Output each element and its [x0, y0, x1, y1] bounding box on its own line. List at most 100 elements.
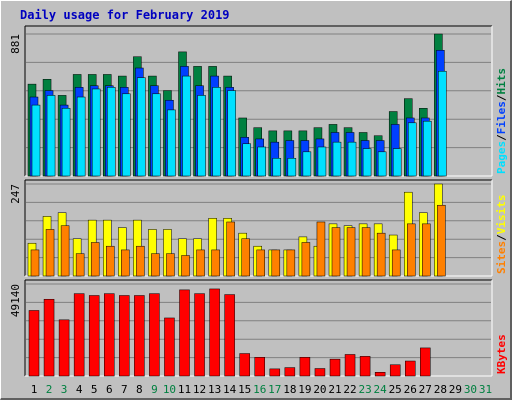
middle-legend-item: /	[495, 234, 508, 241]
middle-bar-sites-day-20	[316, 221, 326, 277]
top-bar-pages-day-26	[408, 122, 417, 177]
bottom-bar-kbytes-day-10	[164, 317, 175, 377]
bottom-bar-kbytes-day-17	[269, 368, 281, 377]
bottom-bar-kbytes-day-6	[104, 293, 115, 377]
day-label: 11	[178, 383, 191, 396]
middle-legend-item: Sites	[495, 241, 508, 274]
day-label: 3	[61, 383, 68, 396]
middle-bar-sites-day-10	[166, 253, 175, 277]
day-label: 5	[91, 383, 98, 396]
bottom-max-label: 49140	[9, 284, 22, 317]
top-bar-pages-day-24	[377, 151, 387, 177]
middle-bar-sites-day-11	[181, 255, 190, 277]
bottom-bar-kbytes-day-23	[359, 356, 371, 377]
bottom-bar-kbytes-day-2	[43, 298, 55, 377]
top-legend-item: Files	[495, 101, 508, 134]
day-label: 31	[479, 383, 492, 396]
bottom-bar-kbytes-day-18	[284, 367, 296, 377]
top-bar-pages-day-16	[257, 146, 266, 177]
bottom-bar-kbytes-day-7	[119, 295, 130, 377]
middle-bar-sites-day-3	[60, 225, 70, 277]
day-label: 24	[374, 383, 388, 396]
middle-bar-sites-day-8	[136, 245, 145, 277]
top-bar-pages-day-22	[347, 141, 357, 177]
top-bar-pages-day-4	[76, 96, 86, 177]
middle-bar-sites-day-9	[151, 253, 160, 277]
bottom-bar-kbytes-day-3	[58, 319, 70, 377]
top-bar-pages-day-2	[46, 95, 56, 177]
middle-bar-sites-day-19	[301, 242, 311, 277]
middle-bar-sites-day-28	[437, 204, 446, 277]
bottom-bar-kbytes-day-21	[329, 358, 341, 377]
top-bar-pages-day-7	[122, 93, 131, 177]
day-label: 1	[31, 383, 38, 396]
middle-bar-sites-day-16	[256, 249, 265, 277]
top-bar-pages-day-21	[332, 141, 342, 177]
top-bar-pages-day-3	[61, 108, 71, 177]
middle-bar-sites-day-13	[211, 249, 220, 277]
day-label: 23	[358, 383, 371, 396]
top-bar-pages-day-19	[302, 151, 312, 177]
top-bar-pages-day-12	[197, 95, 206, 177]
top-legend-item: /	[495, 134, 508, 141]
top-legend-item: /	[495, 94, 508, 101]
top-bar-pages-day-11	[182, 75, 191, 177]
top-bar-pages-day-13	[212, 87, 221, 177]
top-bar-pages-day-28	[438, 70, 447, 177]
middle-bar-sites-day-17	[271, 249, 281, 277]
middle-bar-sites-day-24	[376, 232, 386, 277]
bottom-bar-kbytes-day-9	[149, 293, 160, 377]
middle-bar-sites-day-22	[346, 227, 356, 277]
day-label: 21	[328, 383, 341, 396]
bottom-bar-kbytes-day-20	[314, 368, 326, 377]
bottom-bar-kbytes-day-14	[224, 294, 235, 377]
bottom-bar-kbytes-day-1	[28, 310, 40, 377]
middle-bar-sites-day-6	[106, 245, 115, 277]
bottom-legend: KBytes	[495, 334, 508, 374]
bottom-bar-kbytes-day-12	[194, 293, 205, 377]
bottom-bar-kbytes-day-15	[239, 353, 250, 377]
top-legend-item: Pages	[495, 141, 508, 174]
day-label: 8	[136, 383, 143, 396]
bottom-bar-kbytes-day-22	[344, 354, 356, 377]
top-max-label: 881	[9, 34, 22, 54]
middle-bar-sites-day-21	[331, 227, 341, 277]
day-label: 6	[106, 383, 113, 396]
bottom-bar-kbytes-day-27	[420, 347, 431, 377]
day-label: 12	[193, 383, 206, 396]
middle-bar-sites-day-5	[90, 242, 100, 277]
day-label: 29	[449, 383, 462, 396]
day-label: 15	[238, 383, 251, 396]
middle-bar-sites-day-12	[196, 249, 205, 277]
chart-title: Daily usage for February 2019	[20, 8, 230, 22]
day-label: 19	[298, 383, 311, 396]
top-bar-pages-day-20	[317, 146, 327, 177]
bottom-bar-kbytes-day-11	[179, 289, 190, 377]
bottom-bar-kbytes-day-5	[88, 295, 100, 377]
bottom-bar-kbytes-day-13	[209, 288, 220, 377]
top-bar-pages-day-8	[137, 77, 146, 177]
day-label: 18	[283, 383, 296, 396]
middle-bar-sites-day-7	[121, 249, 130, 277]
bottom-bar-kbytes-day-19	[299, 357, 311, 377]
top-bar-pages-day-17	[272, 158, 282, 177]
top-bar-pages-day-25	[392, 148, 402, 177]
day-label: 20	[313, 383, 326, 396]
middle-bar-sites-day-25	[391, 249, 401, 277]
middle-max-label: 247	[9, 184, 22, 204]
day-label: 30	[464, 383, 477, 396]
top-bar-pages-day-15	[242, 143, 251, 177]
day-label: 22	[343, 383, 356, 396]
day-label: 27	[419, 383, 432, 396]
day-label: 14	[223, 383, 237, 396]
bottom-legend-item: KBytes	[495, 334, 508, 374]
bottom-bar-kbytes-day-24	[374, 372, 386, 377]
top-bar-pages-day-23	[362, 148, 372, 177]
top-bar-pages-day-10	[167, 109, 176, 177]
middle-bar-sites-day-2	[45, 229, 55, 277]
day-label: 16	[253, 383, 266, 396]
day-label: 28	[434, 383, 447, 396]
top-legend: Pages/Files/Hits	[495, 68, 508, 174]
top-bar-pages-day-9	[152, 93, 161, 177]
